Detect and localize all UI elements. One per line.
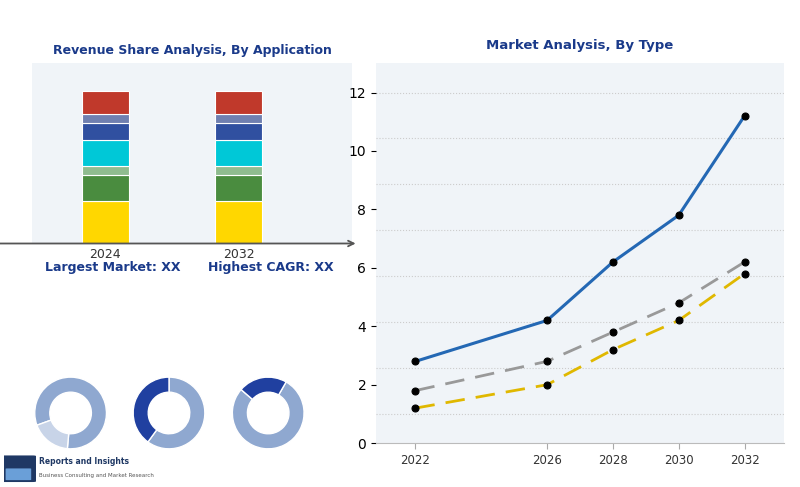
Text: Highest CAGR: XX: Highest CAGR: XX [208,262,334,274]
Bar [82,166,129,175]
Text: GLOBAL DOUBLE PIPE HEAT EXCHANGER MARKET SEGMENT ANALYSIS: GLOBAL DOUBLE PIPE HEAT EXCHANGER MARKET… [10,18,586,33]
Bar [82,201,129,244]
Bar [82,175,129,201]
Wedge shape [133,377,169,442]
Text: Reports and Insights: Reports and Insights [39,457,129,466]
Bar [215,140,262,166]
Bar [215,201,262,244]
Title: Revenue Share Analysis, By Application: Revenue Share Analysis, By Application [53,44,331,56]
Bar [82,91,129,113]
Bar [82,123,129,140]
Bar [215,166,262,175]
Wedge shape [37,420,69,449]
Bar [215,113,262,123]
Bar [215,91,262,113]
FancyBboxPatch shape [1,455,36,482]
Bar [215,175,262,201]
Wedge shape [232,382,304,449]
FancyBboxPatch shape [6,468,31,480]
Bar [215,123,262,140]
Wedge shape [34,377,106,449]
Text: Business Consulting and Market Research: Business Consulting and Market Research [39,473,154,478]
Bar [82,113,129,123]
Text: Largest Market: XX: Largest Market: XX [45,262,180,274]
Bar [82,140,129,166]
Wedge shape [148,377,205,449]
Wedge shape [241,377,286,399]
Title: Market Analysis, By Type: Market Analysis, By Type [486,39,674,53]
